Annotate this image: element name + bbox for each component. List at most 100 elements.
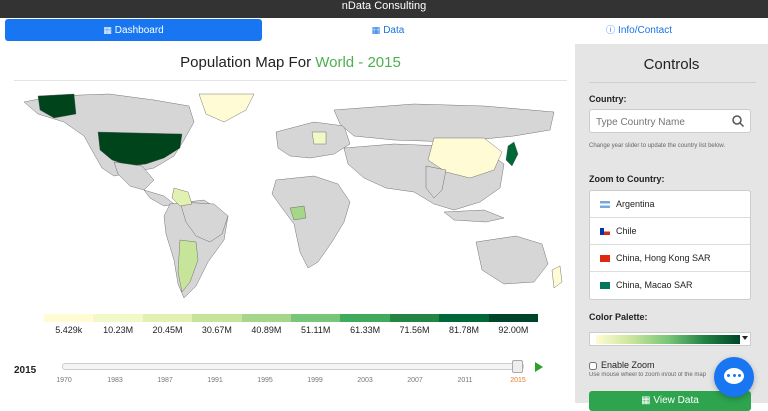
legend-color-bar xyxy=(44,314,539,322)
map-new-zealand xyxy=(551,265,563,289)
tab-data[interactable]: ▦ Data xyxy=(262,19,514,41)
tab-info-label: Info/Contact xyxy=(618,25,672,36)
slider-tick-label: 1995 xyxy=(257,377,273,384)
year-slider-handle[interactable] xyxy=(512,360,523,373)
legend-swatch xyxy=(192,314,242,322)
brand-title: nData Consulting xyxy=(341,0,427,12)
map-central-america xyxy=(143,189,175,207)
title-highlight: World - 2015 xyxy=(315,54,401,71)
year-slider-track[interactable] xyxy=(62,363,524,370)
legend-label: 5.429k xyxy=(55,325,83,335)
legend-label: 10.23M xyxy=(103,325,134,335)
map-alaska xyxy=(37,93,77,119)
legend-label: 40.89M xyxy=(251,325,282,335)
country-search[interactable] xyxy=(589,109,751,133)
color-palette-label: Color Palette: xyxy=(589,312,648,322)
country-item-argentina[interactable]: Argentina xyxy=(590,191,750,218)
legend-swatch xyxy=(142,314,193,322)
controls-divider xyxy=(589,82,756,83)
controls-panel: Controls Country: Change year slider to … xyxy=(575,44,768,411)
color-palette-select[interactable] xyxy=(589,332,751,346)
legend-label: 30.67M xyxy=(201,325,232,335)
legend-swatch xyxy=(488,314,539,322)
slider-year-label: 2015 xyxy=(14,365,37,376)
country-item-chile[interactable]: Chile xyxy=(590,218,750,245)
country-label: Country: xyxy=(589,94,627,104)
controls-title: Controls xyxy=(643,56,700,73)
country-item-label: Chile xyxy=(616,226,637,236)
country-item-hong-kong[interactable]: China, Hong Kong SAR xyxy=(590,245,750,272)
map-china xyxy=(427,137,503,179)
map-brazil xyxy=(179,201,229,243)
map-europe xyxy=(275,121,351,159)
argentina-flag-icon xyxy=(600,201,610,209)
legend-labels: 5.429k 10.23M 20.45M 30.67M 40.89M 51.11M 61.3… xyxy=(44,325,538,335)
enable-zoom-row: Enable Zoom xyxy=(589,360,655,370)
map-australia xyxy=(475,235,549,285)
search-icon[interactable] xyxy=(731,114,745,128)
map-africa xyxy=(271,175,351,269)
map-colombia xyxy=(171,187,193,207)
legend-swatch xyxy=(241,314,292,322)
legend-swatch xyxy=(93,314,143,322)
slider-tick-label: 1970 xyxy=(56,377,72,384)
legend-swatch xyxy=(291,314,341,322)
country-item-label: Argentina xyxy=(616,199,655,209)
nav-tabs: ▦ Dashboard ▦ Data ⓘ Info/Contact xyxy=(0,18,768,42)
map-usa xyxy=(97,131,183,167)
country-search-input[interactable] xyxy=(596,114,726,130)
tab-dashboard[interactable]: ▦ Dashboard xyxy=(5,19,262,41)
world-map[interactable] xyxy=(14,92,567,302)
map-greenland xyxy=(198,93,255,123)
page-title: Population Map For World - 2015 xyxy=(14,54,567,71)
hong-kong-flag-icon xyxy=(600,255,610,263)
zoom-help-text: Use mouse wheel to zoom in/out of the ma… xyxy=(589,372,707,378)
legend-swatch xyxy=(340,314,390,322)
map-india xyxy=(425,165,447,199)
map-indonesia xyxy=(443,209,505,223)
map-japan xyxy=(505,141,519,167)
slider-tick-label: 1999 xyxy=(307,377,323,384)
tab-info-contact[interactable]: ⓘ Info/Contact xyxy=(514,19,764,41)
map-argentina xyxy=(177,239,199,293)
table-icon: ▦ xyxy=(641,395,654,406)
country-item-macao[interactable]: China, Macao SAR xyxy=(590,272,750,299)
legend-label: 71.56M xyxy=(399,325,430,335)
map-nigeria xyxy=(289,205,307,221)
slider-tick-label: 2015 xyxy=(510,377,526,384)
legend-swatch xyxy=(439,314,489,322)
legend-label: 92.00M xyxy=(498,325,529,335)
chat-dots xyxy=(727,374,741,378)
zoom-to-country-label: Zoom to Country: xyxy=(589,174,665,184)
map-icon: ▦ xyxy=(103,25,112,35)
legend-label: 61.33M xyxy=(350,325,381,335)
slider-tick-label: 2011 xyxy=(457,377,473,384)
top-bar: nData Consulting xyxy=(0,0,768,18)
chevron-down-icon xyxy=(742,336,748,340)
view-data-label: View Data xyxy=(653,395,699,406)
slider-tick-label: 2007 xyxy=(407,377,423,384)
country-item-label: China, Hong Kong SAR xyxy=(616,253,711,263)
slider-tick-label: 1991 xyxy=(207,377,223,384)
legend-label: 51.11M xyxy=(301,325,331,335)
country-help-text: Change year slider to update the country… xyxy=(589,143,726,149)
chat-button[interactable] xyxy=(714,357,754,397)
slider-tick-label: 1987 xyxy=(157,377,173,384)
color-legend: 5.429k 10.23M 20.45M 30.67M 40.89M 51.11M 61.3… xyxy=(44,314,539,335)
tab-data-label: Data xyxy=(383,25,405,36)
enable-zoom-label: Enable Zoom xyxy=(601,360,655,370)
legend-swatch xyxy=(44,314,94,322)
country-list: Argentina Chile China, Hong Kong SAR Chi… xyxy=(589,190,751,300)
slider-tick-label: 2003 xyxy=(357,377,373,384)
play-icon[interactable] xyxy=(535,362,543,372)
legend-swatch xyxy=(389,314,440,322)
title-divider xyxy=(14,80,567,81)
palette-gradient xyxy=(596,335,740,344)
info-icon: ⓘ xyxy=(606,25,616,35)
country-item-label: China, Macao SAR xyxy=(616,280,693,290)
title-prefix: Population Map For xyxy=(180,54,312,71)
table-icon: ▦ xyxy=(371,25,381,35)
tab-dashboard-label: Dashboard xyxy=(114,25,164,36)
slider-tick-label: 1983 xyxy=(107,377,123,384)
enable-zoom-checkbox[interactable] xyxy=(589,361,597,370)
